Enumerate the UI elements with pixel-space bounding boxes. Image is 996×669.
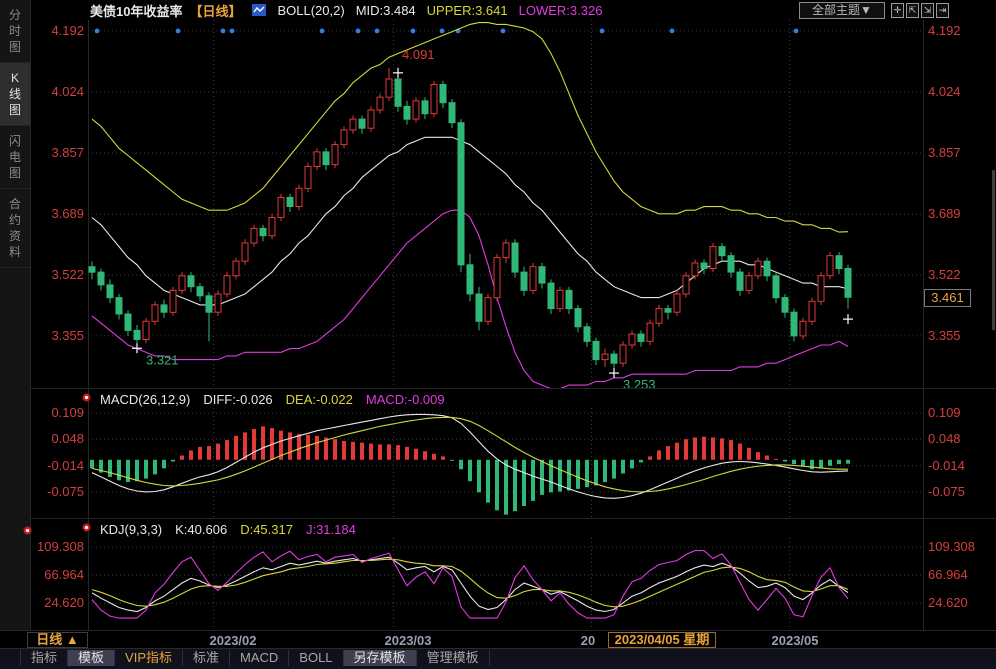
y-axis-label: 3.689 (51, 206, 84, 222)
main-plot-svg: 4.091 3.321 3.253 (88, 20, 922, 388)
y-axis-label: 4.024 (51, 84, 84, 100)
macd-macd-value: MACD:-0.009 (365, 391, 445, 407)
y-axis-label: 66.964 (44, 567, 84, 583)
y-axis-label: 4.192 (928, 22, 961, 38)
macd-plot-svg (88, 408, 922, 518)
y-axis-label: 3.355 (928, 327, 961, 343)
macd-dea-value: DEA:-0.022 (285, 391, 353, 407)
macd-header: MACD(26,12,9) DIFF:-0.026 DEA:-0.022 MAC… (100, 390, 445, 408)
toolbar-tab-管理模板[interactable]: 管理模板 (417, 649, 490, 666)
boll-upper-value: UPPER:3.641 (426, 2, 508, 18)
y-axis-label: 109.308 (37, 539, 84, 555)
toolbar-tab-标准[interactable]: 标准 (183, 649, 231, 666)
sidebar-tab-合约资料[interactable]: 合约资料 (0, 189, 30, 268)
panel-divider (30, 518, 996, 519)
y-axis-label: 24.620 (928, 595, 968, 611)
zoom-out-icon[interactable]: ⇲ (921, 3, 934, 18)
kdj-d-value: D:45.317 (240, 521, 293, 537)
y-axis-label: 109.308 (928, 539, 975, 555)
x-axis: 日线 ▲ 2023/04/05 星期三 2023/02 2023/03 20 2023… (0, 630, 996, 661)
bottom-toolbar: 指标 模板 VIP指标 标准 MACD BOLL 另存模板 管理模板 (0, 648, 996, 666)
y-axis-label: 0.048 (928, 431, 961, 447)
toolbar-tab-模板[interactable]: 模板 (68, 649, 116, 666)
sidebar-tab-label: K线图 (8, 71, 21, 117)
sidebar-tab-闪电图[interactable]: 闪电图 (0, 126, 30, 189)
sidebar-tab-label: 闪电图 (8, 134, 21, 180)
boll-mid-value: MID:3.484 (355, 2, 416, 18)
toolbar-tab-指标[interactable]: 指标 (20, 649, 69, 666)
y-axis-label: 0.109 (51, 405, 84, 421)
y-axis-label: -0.075 (47, 483, 84, 499)
sidebar-tab-分时图[interactable]: 分时图 (0, 0, 30, 63)
y-axis-label: 3.355 (51, 327, 84, 343)
y-axis-label: 0.109 (928, 405, 961, 421)
svg-text:3.321: 3.321 (146, 352, 179, 367)
kdj-header: KDJ(9,3,3) K:40.606 D:45.317 J:31.184 (100, 520, 356, 538)
y-axis-label: 3.857 (51, 144, 84, 160)
page-title: 美债10年收益率 (90, 3, 183, 19)
kdj-k-value: K:40.606 (175, 521, 228, 537)
sidebar-tab-K线图[interactable]: K线图 (0, 63, 30, 126)
y-axis-label: 66.964 (928, 567, 968, 583)
y-axis-label: 0.048 (51, 431, 84, 447)
zoom-in-icon[interactable]: ⇱ (906, 3, 919, 18)
y-axis-label: 4.024 (928, 84, 961, 100)
svg-text:3.253: 3.253 (623, 377, 656, 388)
toolbar-tab-另存模板[interactable]: 另存模板 (343, 649, 417, 666)
kline-icon (252, 4, 267, 16)
crosshair-date-box: 2023/04/05 星期三 (608, 632, 716, 661)
y-axis-label: -0.014 (928, 457, 965, 473)
x-axis-label: 2023/03 (384, 633, 432, 648)
macd-settings-icon[interactable] (82, 393, 91, 402)
y-axis-label: -0.014 (47, 457, 84, 473)
sidebar: 分时图 K线图闪电图合约资料 (0, 0, 31, 648)
header-icon-buttons: ✛ ⇱ ⇲ ⇥ (891, 3, 949, 18)
last-price-badge: 3.461 (924, 289, 971, 307)
toolbar-tab-BOLL[interactable]: BOLL (289, 649, 344, 666)
macd-title: MACD(26,12,9) (100, 391, 191, 407)
svg-text:4.091: 4.091 (402, 47, 435, 62)
theme-dropdown[interactable]: 全部主题▼ (799, 2, 885, 19)
period-selector[interactable]: 日线 ▲ (27, 632, 88, 648)
period-tag: 【日线】 (189, 3, 242, 19)
y-axis-label: 3.522 (51, 267, 84, 283)
sidebar-tab-label: 合约资料 (8, 197, 21, 259)
kdj-panel[interactable] (88, 538, 922, 630)
kdj-plot-svg (88, 538, 922, 630)
y-axis-label: -0.075 (928, 483, 965, 499)
y-axis-label: 3.857 (928, 144, 961, 160)
boll-lower-value: LOWER:3.326 (518, 2, 603, 18)
kdj-settings-icon[interactable] (82, 523, 91, 532)
y-axis-label: 24.620 (44, 595, 84, 611)
sidebar-tab-label: 分时图 (8, 8, 21, 54)
x-axis-label: 2023/05 (771, 633, 819, 648)
x-axis-label: 2023/02 (209, 633, 257, 648)
pan-icon[interactable]: ✛ (891, 3, 904, 18)
bottom-strip (0, 666, 996, 669)
boll-label: BOLL(20,2) (277, 2, 345, 18)
x-axis-label: 20 (580, 633, 596, 648)
y-axis-label: 4.192 (51, 22, 84, 38)
y-axis-label: 3.689 (928, 206, 961, 222)
scrollbar-thumb[interactable] (992, 170, 995, 330)
kdj-j-value: J:31.184 (305, 521, 356, 537)
macd-panel[interactable] (88, 408, 922, 518)
toolbar-tab-MACD[interactable]: MACD (230, 649, 290, 666)
kdj-gutter-settings-icon[interactable] (23, 526, 32, 535)
macd-diff-value: DIFF:-0.026 (203, 391, 273, 407)
candlestick-panel[interactable]: 4.091 3.321 3.253 (88, 20, 922, 388)
kdj-title: KDJ(9,3,3) (100, 521, 163, 537)
y-axis-label: 3.522 (928, 267, 961, 283)
exit-right-icon[interactable]: ⇥ (936, 3, 949, 18)
chart-title-bar: 美债10年收益率 【日线】 BOLL(20,2) MID:3.484 UPPER… (90, 0, 602, 20)
panel-divider (30, 388, 996, 389)
toolbar-tab-VIP指标[interactable]: VIP指标 (115, 649, 183, 666)
